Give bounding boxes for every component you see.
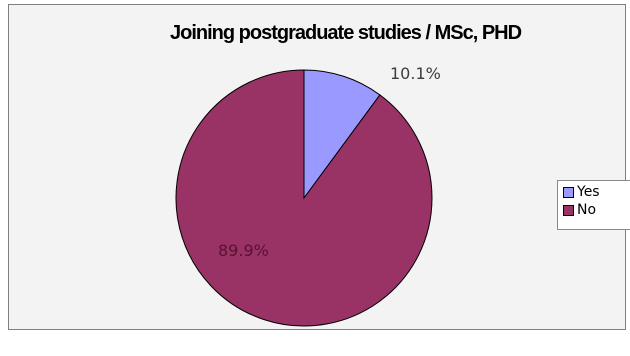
pie-data-labels: 10.1% 89.9% [218,64,441,260]
legend-label-yes: Yes [577,184,600,200]
legend-label-no: No [577,202,597,218]
legend-swatch-yes [563,186,574,198]
chart-legend: Yes No [557,180,630,230]
data-label-yes: 10.1% [390,64,441,83]
pie-slice-no [175,69,433,327]
legend-item-no: No [563,201,630,219]
pie-slices [175,69,433,327]
data-label-no: 89.9% [218,241,269,260]
legend-swatch-no [563,204,574,216]
chart-title: Joining postgraduate studies / MSc, PHD [170,22,522,44]
pie-slice-yes [303,69,381,200]
legend-item-yes: Yes [563,183,630,201]
